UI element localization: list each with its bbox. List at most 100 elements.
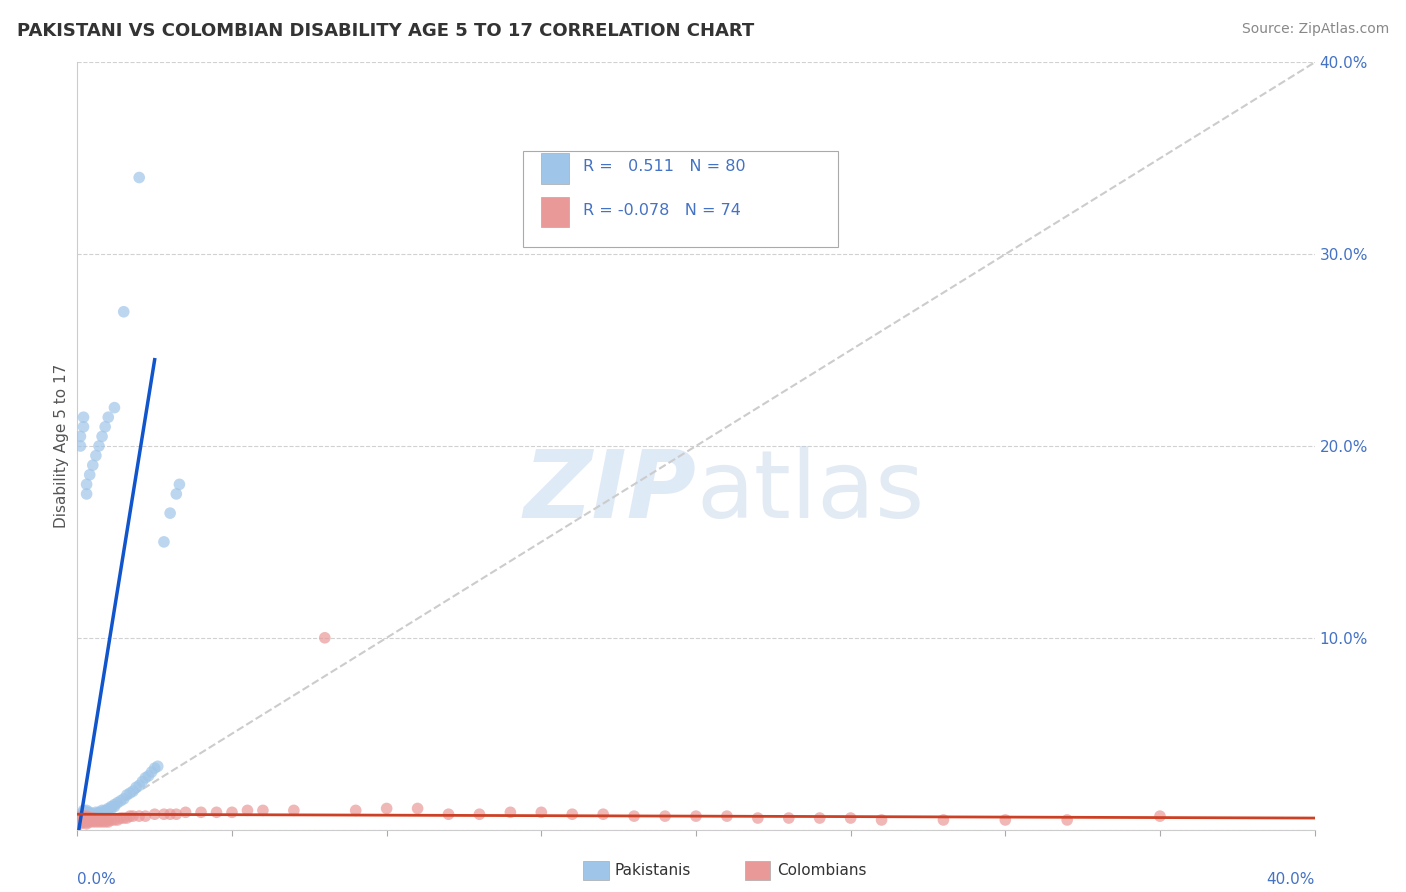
Point bbox=[76, 805, 98, 820]
Point bbox=[82, 813, 104, 827]
Text: Colombians: Colombians bbox=[778, 863, 868, 878]
Point bbox=[716, 809, 738, 823]
Point bbox=[69, 814, 91, 829]
Text: 40.0%: 40.0% bbox=[1267, 871, 1315, 887]
Point bbox=[84, 809, 107, 823]
Point bbox=[69, 811, 91, 825]
Point bbox=[84, 807, 107, 822]
Point bbox=[134, 809, 156, 823]
Point bbox=[87, 807, 110, 822]
Point bbox=[375, 801, 398, 815]
Point bbox=[97, 410, 120, 425]
Point bbox=[314, 631, 336, 645]
Point bbox=[103, 799, 125, 814]
Point bbox=[994, 813, 1017, 827]
Point bbox=[406, 801, 429, 815]
Point bbox=[82, 809, 104, 823]
Point bbox=[685, 809, 707, 823]
Point bbox=[76, 809, 98, 823]
Text: 0.0%: 0.0% bbox=[77, 871, 117, 887]
Point bbox=[112, 811, 135, 825]
Point bbox=[143, 761, 166, 775]
Point bbox=[118, 809, 141, 823]
Text: R = -0.078   N = 74: R = -0.078 N = 74 bbox=[583, 203, 741, 218]
Point bbox=[79, 467, 101, 482]
Point bbox=[169, 477, 191, 491]
Point bbox=[146, 759, 169, 773]
Point bbox=[1149, 809, 1171, 823]
Text: Pakistanis: Pakistanis bbox=[614, 863, 690, 878]
Point bbox=[79, 811, 101, 825]
Point bbox=[87, 814, 110, 829]
Point bbox=[252, 804, 274, 818]
Point bbox=[72, 805, 94, 820]
Point bbox=[72, 814, 94, 829]
Point bbox=[69, 439, 91, 453]
Point bbox=[82, 807, 104, 822]
Point bbox=[76, 807, 98, 822]
Point bbox=[79, 813, 101, 827]
Text: atlas: atlas bbox=[696, 446, 924, 538]
Point bbox=[141, 765, 163, 780]
FancyBboxPatch shape bbox=[541, 196, 568, 227]
Point bbox=[72, 804, 94, 818]
Point bbox=[236, 804, 259, 818]
Point bbox=[72, 813, 94, 827]
Point bbox=[76, 811, 98, 825]
Point bbox=[499, 805, 522, 820]
Point bbox=[76, 477, 98, 491]
Point bbox=[174, 805, 197, 820]
Point bbox=[76, 804, 98, 818]
Point bbox=[91, 807, 114, 822]
Text: R =   0.511   N = 80: R = 0.511 N = 80 bbox=[583, 159, 747, 174]
Point bbox=[87, 809, 110, 823]
Point bbox=[72, 814, 94, 829]
Point bbox=[79, 813, 101, 827]
Point bbox=[79, 805, 101, 820]
Point bbox=[72, 410, 94, 425]
Point bbox=[69, 813, 91, 827]
Point bbox=[76, 809, 98, 823]
Point bbox=[100, 799, 122, 814]
Point bbox=[107, 796, 129, 810]
Text: ZIP: ZIP bbox=[523, 446, 696, 538]
Point bbox=[110, 794, 132, 808]
Point bbox=[69, 809, 91, 823]
Point bbox=[91, 814, 114, 829]
Point bbox=[97, 813, 120, 827]
Point bbox=[115, 811, 138, 825]
Point bbox=[808, 811, 831, 825]
Point bbox=[143, 807, 166, 822]
Point bbox=[82, 811, 104, 825]
Point bbox=[94, 805, 117, 820]
Point bbox=[190, 805, 212, 820]
Point bbox=[69, 429, 91, 443]
Point bbox=[221, 805, 243, 820]
Point bbox=[84, 449, 107, 463]
Point bbox=[134, 771, 156, 785]
Point bbox=[561, 807, 583, 822]
Text: PAKISTANI VS COLOMBIAN DISABILITY AGE 5 TO 17 CORRELATION CHART: PAKISTANI VS COLOMBIAN DISABILITY AGE 5 … bbox=[17, 22, 754, 40]
Point bbox=[79, 814, 101, 829]
Point bbox=[468, 807, 491, 822]
Point bbox=[94, 804, 117, 818]
Point bbox=[76, 811, 98, 825]
Point bbox=[72, 420, 94, 434]
Point bbox=[79, 811, 101, 825]
Point bbox=[72, 807, 94, 822]
Point bbox=[87, 805, 110, 820]
Point bbox=[91, 813, 114, 827]
Point bbox=[79, 807, 101, 822]
Point bbox=[84, 814, 107, 829]
Point bbox=[76, 814, 98, 829]
Point bbox=[159, 506, 181, 520]
Point bbox=[205, 805, 228, 820]
Point bbox=[82, 813, 104, 827]
Point bbox=[72, 811, 94, 825]
Point bbox=[72, 809, 94, 823]
Point bbox=[125, 780, 148, 795]
Point bbox=[870, 813, 893, 827]
Point bbox=[87, 439, 110, 453]
Point bbox=[107, 813, 129, 827]
Point bbox=[530, 805, 553, 820]
